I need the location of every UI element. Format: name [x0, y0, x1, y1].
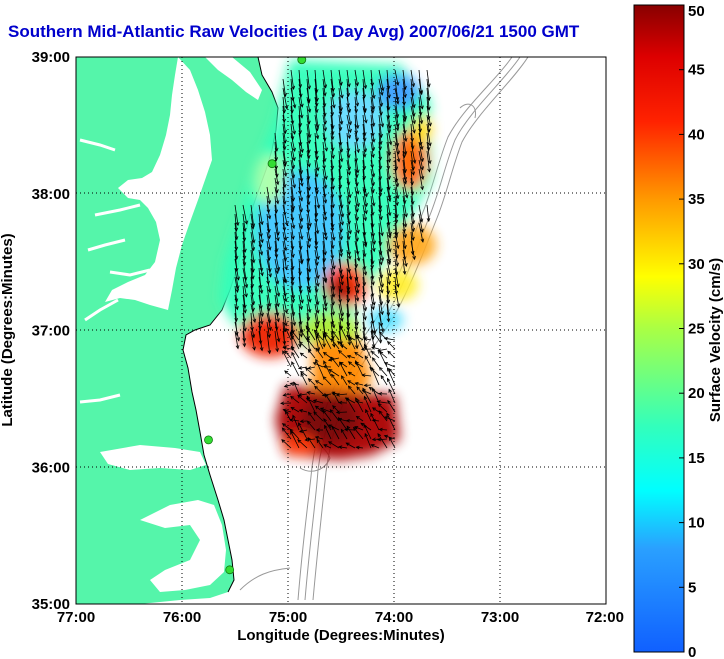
y-tick-label: 38:00	[32, 186, 70, 203]
radar-stations	[204, 57, 307, 575]
x-tick-label: 76:00	[163, 609, 201, 626]
y-tick-label: 37:00	[32, 323, 70, 340]
radar-station-marker	[267, 159, 277, 169]
colorbar-tick-label: 35	[688, 191, 705, 208]
x-tick-label: 75:00	[269, 609, 307, 626]
x-axis-label: Longitude (Degrees:Minutes)	[237, 627, 445, 644]
colorbar-tick-label: 10	[688, 515, 705, 532]
radar-station-marker	[297, 57, 307, 65]
y-tick-label: 39:00	[32, 49, 70, 66]
radar-station-marker	[225, 565, 235, 575]
x-tick-label: 77:00	[57, 609, 95, 626]
pamlico-sound	[140, 500, 226, 592]
colorbar	[633, 4, 685, 653]
x-tick-label: 72:00	[586, 609, 624, 626]
x-axis-ticks: 77:00 76:00 75:00 74:00 73:00 72:00	[57, 609, 624, 626]
velocity-vectors	[234, 69, 432, 450]
rivers	[79, 138, 151, 404]
colorbar-tick-label: 30	[688, 256, 705, 273]
y-tick-label: 35:00	[32, 596, 70, 613]
colorbar-tick-label: 20	[688, 385, 705, 402]
colorbar-tick-label: 25	[688, 321, 705, 338]
x-tick-label: 73:00	[481, 609, 519, 626]
colorbar-label: Surface Velocity (cm/s)	[707, 258, 724, 422]
colorbar-tick-label: 5	[688, 579, 696, 596]
y-axis-label: Latitude (Degrees:Minutes)	[0, 233, 16, 426]
grid-lines	[76, 57, 606, 604]
colorbar-tick-label: 15	[688, 450, 705, 467]
colorbar-tick-label: 40	[688, 126, 705, 143]
radar-station-marker	[204, 435, 213, 445]
colorbar-tick-label: 45	[688, 62, 705, 79]
delaware-bay	[205, 57, 262, 100]
y-tick-label: 36:00	[32, 459, 70, 476]
colorbar-tick-label: 50	[688, 3, 705, 20]
colorbar-ticks: 0 5 10 15 20 25 30 35 40 45 50	[679, 3, 705, 659]
map-title: Southern Mid-Atlantic Raw Velocities (1 …	[8, 22, 580, 41]
colorbar-tick-label: 0	[688, 644, 696, 659]
plot-frame	[75, 56, 607, 605]
x-tick-label: 74:00	[375, 609, 413, 626]
y-axis-ticks: 39:00 38:00 37:00 36:00 35:00	[32, 49, 70, 613]
chesapeake-bay	[105, 57, 212, 310]
albemarle-sound	[100, 445, 206, 470]
